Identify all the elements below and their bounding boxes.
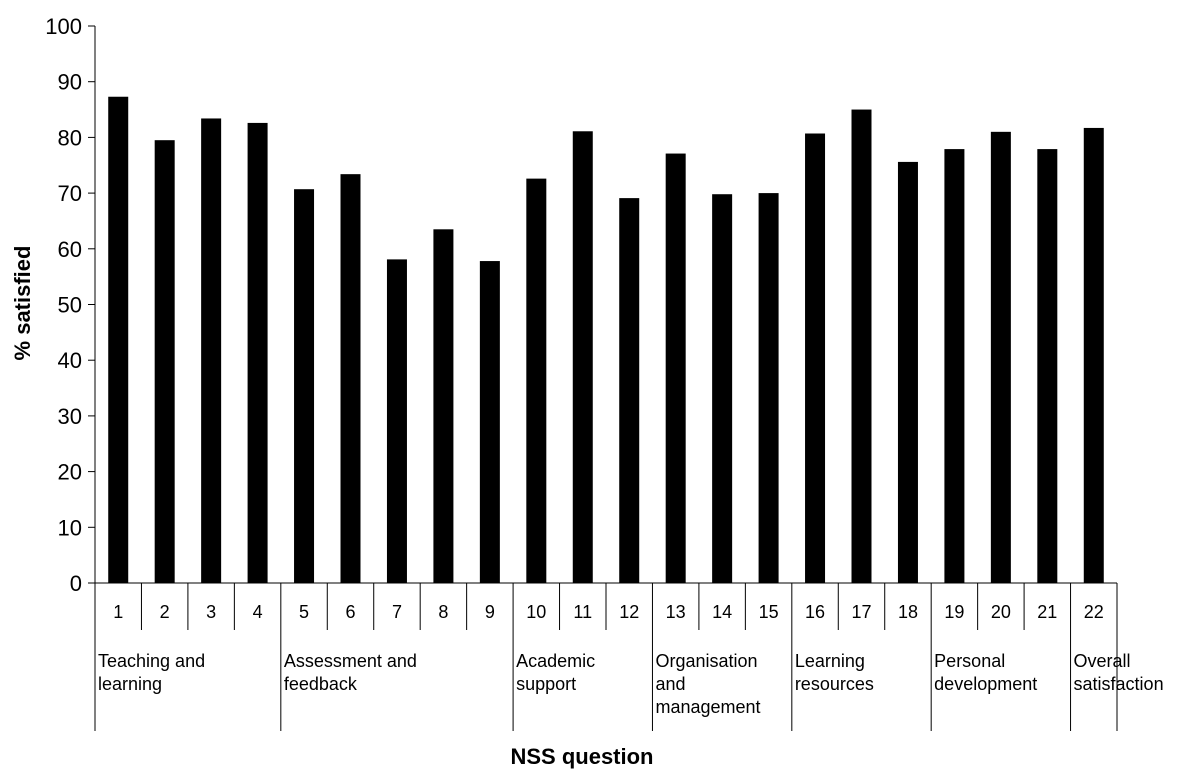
x-tick-label: 6: [345, 602, 355, 622]
x-tick-label: 8: [438, 602, 448, 622]
bar: [619, 198, 640, 583]
x-tick-label: 19: [944, 602, 964, 622]
group-label: Learning: [795, 651, 865, 671]
x-tick-label: 7: [392, 602, 402, 622]
group-label: feedback: [284, 674, 358, 694]
x-tick-label: 4: [253, 602, 263, 622]
y-tick-label: 80: [58, 125, 82, 150]
x-tick-label: 12: [619, 602, 639, 622]
y-axis: 0 10 20 30 40 50 60 70 80 90 100: [45, 14, 96, 596]
y-tick-label: 10: [58, 515, 82, 540]
x-tick-label: 22: [1084, 602, 1104, 622]
x-tick-label: 11: [573, 602, 592, 622]
group-label: learning: [98, 674, 162, 694]
bar: [386, 259, 407, 583]
bar: [479, 261, 500, 583]
group-label: support: [516, 674, 576, 694]
bar: [851, 109, 872, 584]
bar: [247, 122, 268, 583]
y-tick-label: 100: [45, 14, 82, 39]
y-tick-label: 40: [58, 348, 82, 373]
x-tick-label: 20: [991, 602, 1011, 622]
bar: [897, 161, 918, 583]
bar: [1037, 149, 1058, 584]
y-tick-label: 20: [58, 460, 82, 485]
y-axis-title: % satisfied: [10, 246, 35, 361]
x-axis: 1 2 3 4 5 6 7 8 9 10 11 12 13 14 15 16 17 18 19 20 21 22: [94, 582, 1118, 630]
bar: [526, 178, 547, 584]
x-tick-label: 9: [485, 602, 495, 622]
x-axis-title: NSS question: [510, 744, 653, 769]
bar: [294, 189, 315, 584]
y-tick-label: 60: [58, 237, 82, 262]
x-tick-label: 17: [851, 602, 871, 622]
y-tick-label: 0: [70, 571, 82, 596]
group-label: Teaching and: [98, 651, 205, 671]
x-tick-label: 18: [898, 602, 918, 622]
bar: [201, 118, 222, 583]
group-label: Overall: [1074, 651, 1131, 671]
bar: [712, 194, 733, 584]
x-tick-label: 14: [712, 602, 732, 622]
x-tick-label: 21: [1037, 602, 1057, 622]
group-label: and: [655, 674, 685, 694]
bar: [1083, 127, 1104, 583]
bar: [990, 131, 1011, 583]
category-groups: Teaching and learning Assessment and feedba…: [94, 630, 1164, 731]
x-tick-label: 13: [666, 602, 686, 622]
x-tick-label: 1: [113, 602, 123, 622]
x-tick-label: 5: [299, 602, 309, 622]
group-label: Assessment and: [284, 651, 417, 671]
bar: [433, 229, 454, 583]
x-tick-label: 3: [206, 602, 216, 622]
y-tick-label: 50: [58, 293, 82, 318]
group-label: satisfaction: [1074, 674, 1164, 694]
bar: [340, 174, 361, 584]
group-label: Organisation: [655, 651, 757, 671]
x-tick-label: 10: [526, 602, 546, 622]
group-label: Personal: [934, 651, 1005, 671]
bars: [108, 96, 1104, 584]
bar: [572, 131, 593, 583]
bar: [805, 133, 826, 583]
bar: [758, 193, 779, 583]
y-tick-label: 30: [58, 404, 82, 429]
group-label: development: [934, 674, 1037, 694]
group-label: resources: [795, 674, 874, 694]
x-tick-label: 16: [805, 602, 825, 622]
x-tick-label: 15: [759, 602, 779, 622]
bar: [944, 149, 965, 584]
y-tick-label: 90: [58, 70, 82, 95]
x-tick-label: 2: [160, 602, 170, 622]
bar: [154, 140, 175, 583]
bar: [665, 153, 686, 584]
bar: [108, 96, 129, 583]
group-label: Academic: [516, 651, 595, 671]
group-label: management: [655, 697, 760, 717]
y-tick-label: 70: [58, 181, 82, 206]
